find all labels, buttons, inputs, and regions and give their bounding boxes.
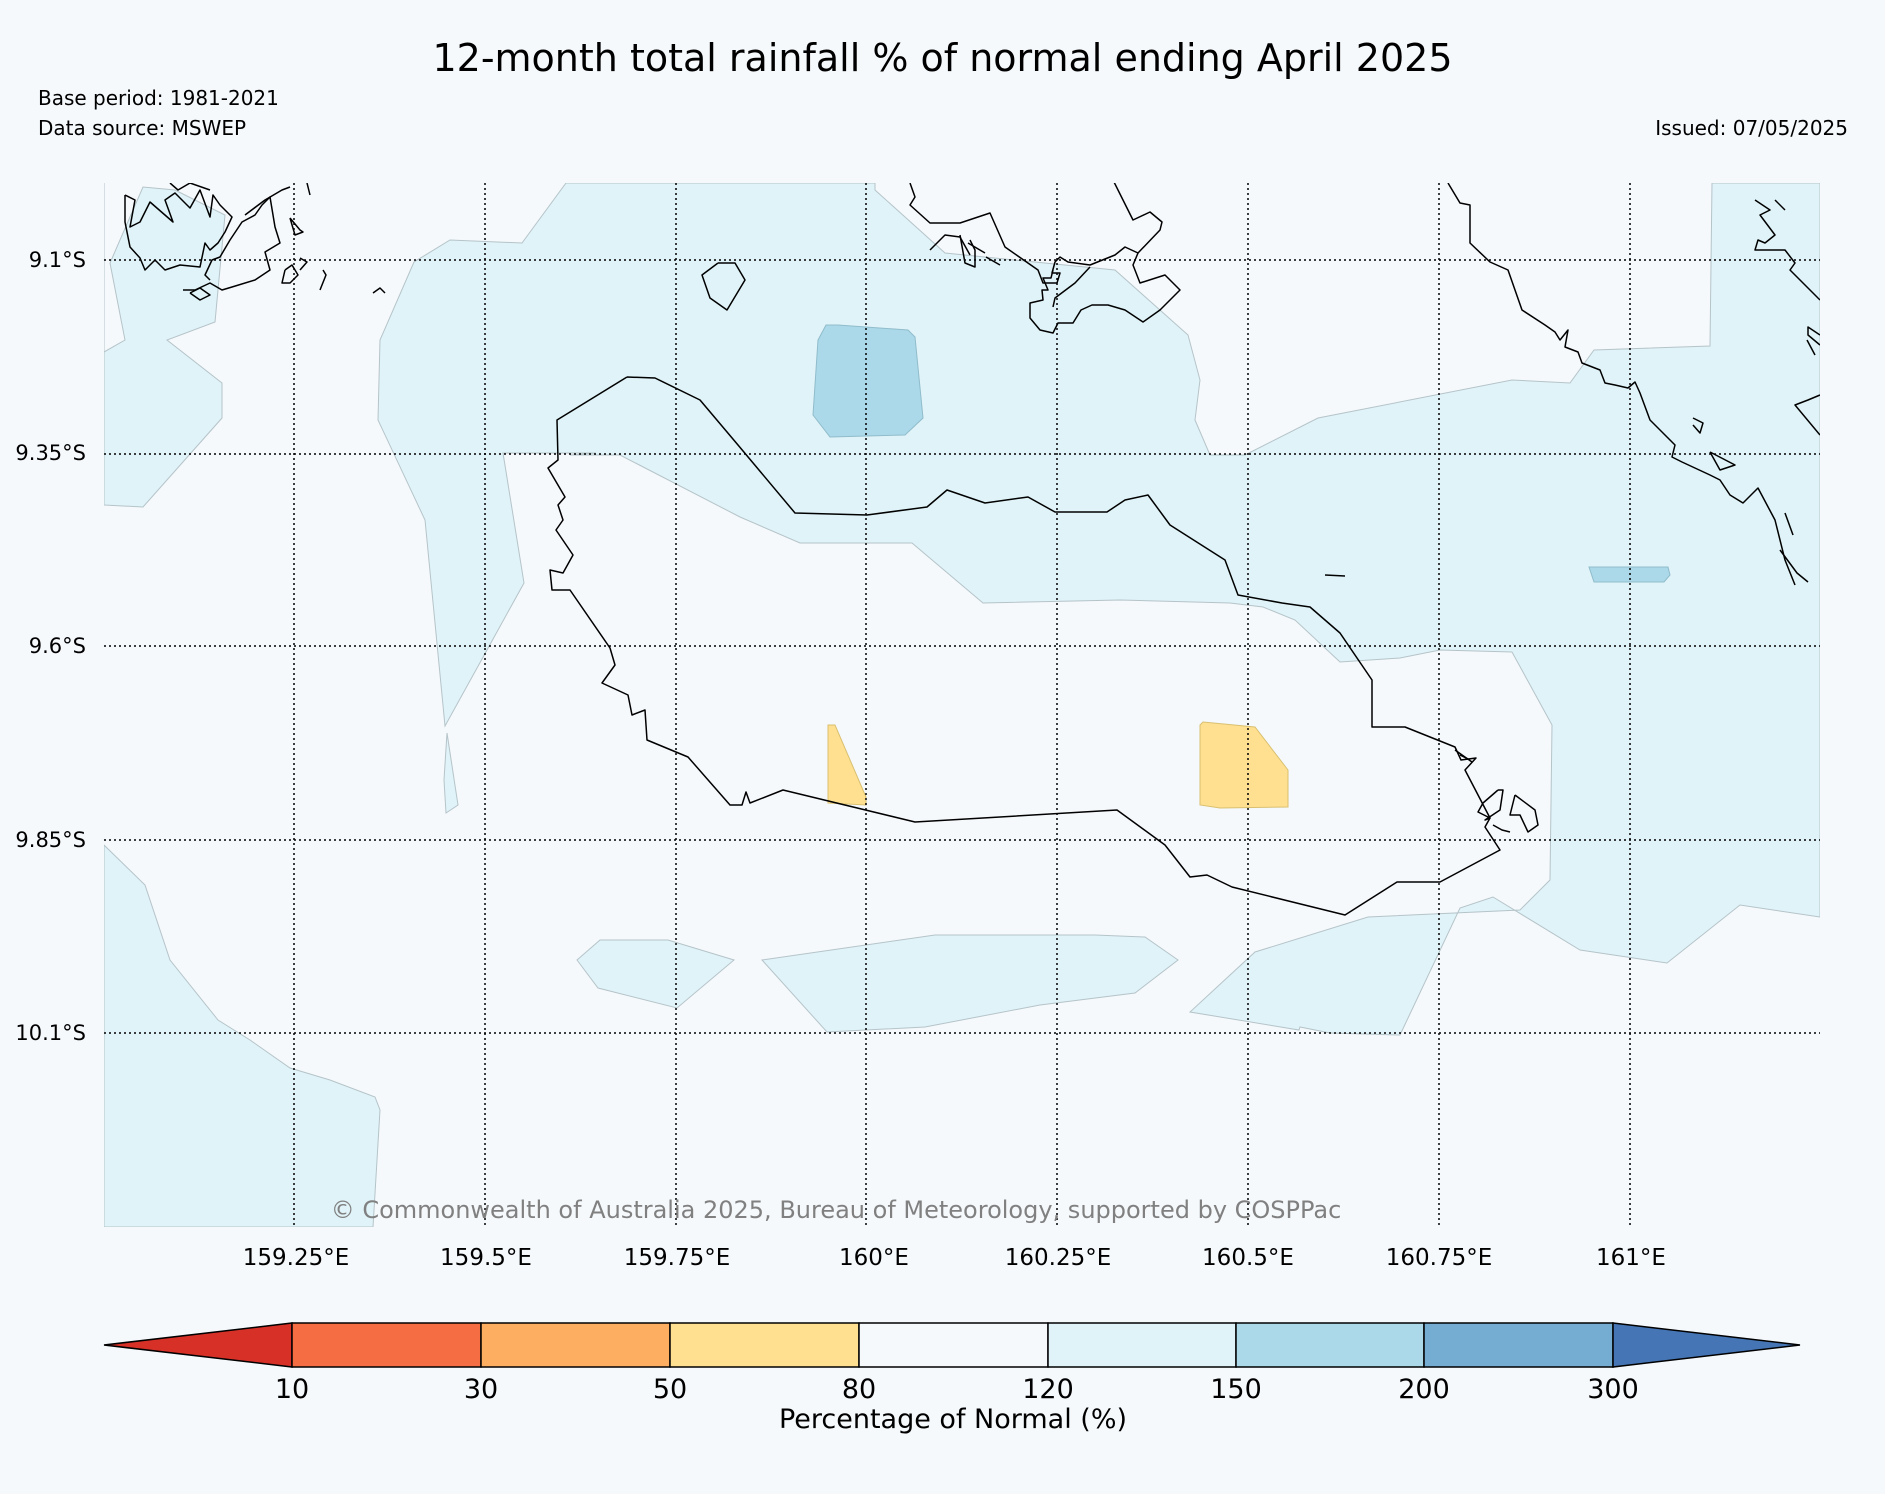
- lon-label: 159.25°E: [243, 1245, 350, 1271]
- coastline-north-3: [967, 242, 986, 254]
- coastlines: [124, 183, 1820, 916]
- coastline-nw-islands-11: [306, 183, 311, 196]
- lon-label: 160.5°E: [1202, 1245, 1294, 1271]
- lat-label: 9.1°S: [29, 248, 86, 272]
- shaded-area-northwest: [104, 183, 226, 508]
- lon-label: 160°E: [839, 1245, 909, 1271]
- shaded-area-south-1: [576, 939, 736, 1009]
- colorbar: 10 30 50 80 120 150 200 300 Percentage o…: [103, 1322, 1801, 1435]
- coastline-nw-islands-2: [169, 183, 211, 191]
- coastline-small-island: [701, 262, 746, 311]
- lat-label: 10.1°S: [15, 1021, 86, 1045]
- data-source-text: Data source: MSWEP: [38, 116, 247, 140]
- colorbar-segment: [1235, 1322, 1425, 1368]
- colorbar-tick-label: 10: [275, 1374, 309, 1405]
- coastline-east-5: [1806, 339, 1816, 356]
- coastline-malaita-4: [1779, 549, 1809, 583]
- colorbar-tick-label: 150: [1210, 1374, 1262, 1405]
- longitude-labels: 159.25°E 159.5°E 159.75°E 160°E 160.25°E…: [243, 1245, 1666, 1271]
- colorbar-segment: [1047, 1322, 1237, 1368]
- lat-label: 9.6°S: [29, 634, 86, 658]
- colorbar-tick-label: 300: [1587, 1374, 1639, 1405]
- anomaly-fill-150-200: [812, 324, 1671, 583]
- coastline-east-8: [1477, 789, 1504, 821]
- coastline-nggela-inner: [1052, 266, 1091, 308]
- colorbar-segment: [291, 1322, 482, 1368]
- colorbar-tick-label: 200: [1398, 1374, 1450, 1405]
- coastline-east-10: [1454, 749, 1473, 763]
- lat-label: 9.85°S: [15, 828, 86, 852]
- shaded-area-dry-east: [1199, 721, 1289, 809]
- coastline-east-9: [1509, 794, 1539, 833]
- coastline-east-2: [1807, 326, 1820, 346]
- coastline-nw-islands: [124, 189, 233, 271]
- coastline-nggela-east: [1029, 252, 1181, 334]
- colorbar-title: Percentage of Normal (%): [779, 1404, 1127, 1435]
- coastline-north-1: [929, 234, 971, 256]
- coastline-east-4: [1774, 199, 1786, 211]
- coastline-nw-islands-7: [244, 186, 291, 216]
- base-period-text: Base period: 1981-2021: [38, 86, 279, 110]
- shaded-area-north-band: [377, 183, 1820, 1036]
- shaded-area-dry-west: [827, 724, 867, 806]
- coastline-nw-islands-10: [372, 287, 386, 294]
- graticule: [104, 183, 1820, 1227]
- lon-label: 159.5°E: [440, 1245, 532, 1271]
- lon-label: 160.25°E: [1005, 1245, 1112, 1271]
- coastline-north-4: [985, 256, 1001, 266]
- lon-label: 161°E: [1596, 1245, 1666, 1271]
- colorbar-tick-label: 80: [842, 1374, 876, 1405]
- lat-label: 9.35°S: [15, 441, 86, 465]
- colorbar-extend-low: [103, 1322, 293, 1368]
- lon-label: 159.75°E: [624, 1245, 731, 1271]
- colorbar-segments: [103, 1322, 1801, 1368]
- colorbar-segment: [858, 1322, 1049, 1368]
- coastline-malaita-3: [1709, 451, 1736, 471]
- colorbar-segment: [480, 1322, 671, 1368]
- coastline-florida-islands: [909, 183, 1163, 284]
- colorbar-tick-label: 120: [1022, 1374, 1074, 1405]
- anomaly-fill-50-80: [827, 721, 1289, 809]
- shaded-area-north-blue: [812, 324, 924, 438]
- colorbar-segment: [669, 1322, 860, 1368]
- coastline-nw-islands-9: [319, 269, 327, 291]
- shaded-area-southwest: [104, 844, 381, 1227]
- shaded-area-small-west: [443, 732, 459, 814]
- map-title: 12-month total rainfall % of normal endi…: [432, 36, 1453, 80]
- coastline-east-6: [1324, 574, 1346, 577]
- coastline-east-11: [1492, 824, 1511, 833]
- coastline-nw-islands-4: [189, 287, 211, 301]
- map-panel: © Commonwealth of Australia 2025, Bureau…: [104, 183, 1820, 1227]
- coastline-east-3: [1794, 394, 1820, 436]
- latitude-labels: 9.1°S 9.35°S 9.6°S 9.85°S 10.1°S: [15, 248, 86, 1045]
- coastline-nw-islands-8: [299, 257, 308, 271]
- colorbar-tick-label: 30: [464, 1374, 498, 1405]
- coastline-east-1: [1754, 199, 1820, 301]
- colorbar-tick-label: 50: [653, 1374, 687, 1405]
- lon-label: 160.75°E: [1386, 1245, 1493, 1271]
- colorbar-extend-high: [1612, 1322, 1801, 1368]
- coastline-guadalcanal: [547, 376, 1501, 916]
- copyright-text: © Commonwealth of Australia 2025, Bureau…: [331, 1196, 1342, 1224]
- coastline-nw-islands-3: [183, 196, 281, 291]
- colorbar-segment: [1423, 1322, 1614, 1368]
- coastline-malaita-5: [1784, 512, 1794, 536]
- coastline-malaita: [1447, 183, 1796, 586]
- issued-date-text: Issued: 07/05/2025: [1655, 116, 1848, 140]
- coastline-malaita-2: [1692, 417, 1704, 434]
